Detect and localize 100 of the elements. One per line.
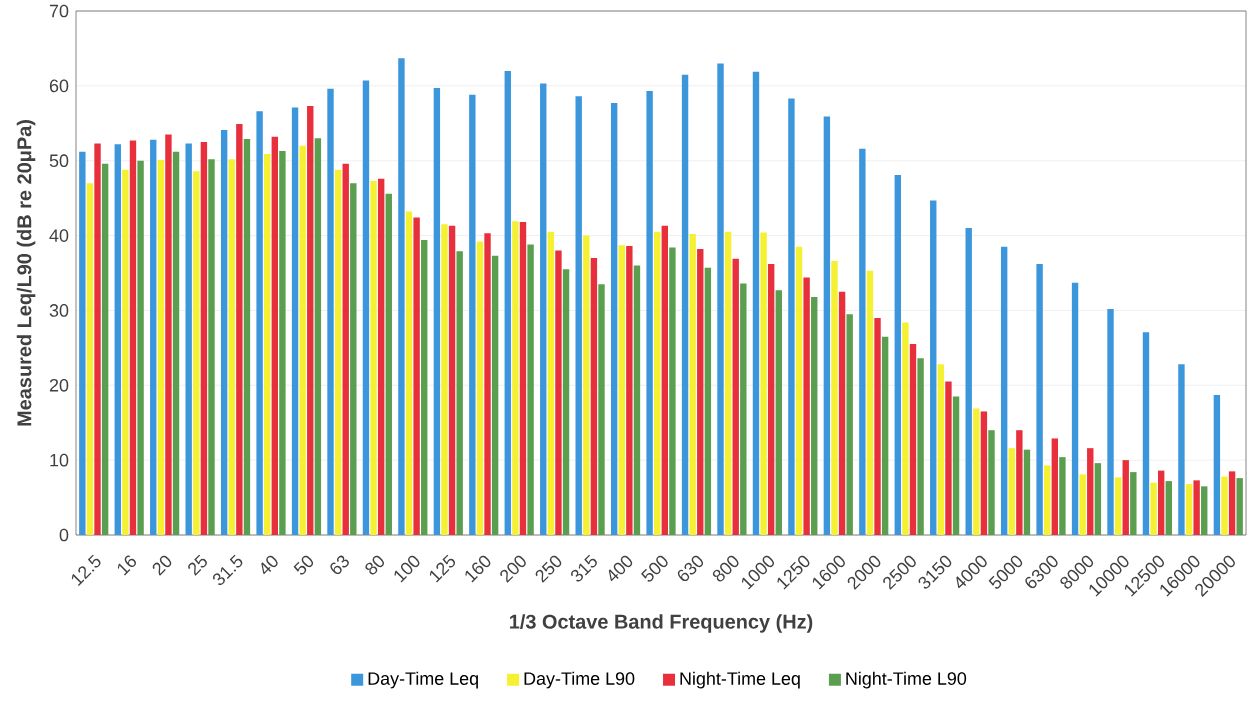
bar xyxy=(1071,282,1079,535)
bar xyxy=(264,153,271,535)
bar xyxy=(165,134,172,535)
bar xyxy=(334,169,342,535)
bar xyxy=(575,96,582,535)
bar xyxy=(256,111,263,535)
bar xyxy=(555,250,562,535)
bar xyxy=(838,291,846,535)
x-tick-label: 80 xyxy=(365,555,384,575)
legend-label: Night-Time Leq xyxy=(680,671,800,689)
bar xyxy=(208,159,215,535)
bar xyxy=(1236,478,1243,535)
bar xyxy=(618,245,625,535)
y-tick-label: 30 xyxy=(49,304,69,317)
bar xyxy=(122,169,129,535)
x-tick-label: 25 xyxy=(188,554,207,576)
legend-label: Night-Time L90 xyxy=(846,671,967,689)
bar xyxy=(377,178,385,535)
bar xyxy=(527,244,534,535)
bar xyxy=(547,231,555,535)
bar xyxy=(1201,486,1208,535)
bar xyxy=(626,246,633,535)
y-tick-label: 40 xyxy=(49,229,69,242)
bar xyxy=(795,246,803,535)
bar xyxy=(441,224,448,535)
y-axis-title: Measured Leq/L90 (dB re 20μPa) xyxy=(16,120,36,426)
bar xyxy=(846,314,853,535)
bar xyxy=(456,251,463,535)
bar xyxy=(1079,474,1086,535)
bar xyxy=(669,247,676,535)
bar xyxy=(917,358,924,535)
bar xyxy=(1008,448,1015,535)
bar xyxy=(681,74,689,535)
x-tick-label: 630 xyxy=(677,555,704,582)
y-tick-label: 20 xyxy=(49,378,69,392)
bar xyxy=(94,143,101,535)
y-tick-label: 70 xyxy=(49,4,69,18)
bar xyxy=(413,217,420,535)
bar xyxy=(1094,463,1102,535)
bar xyxy=(803,277,810,535)
y-tick-label: 60 xyxy=(49,79,69,93)
bar xyxy=(952,396,960,535)
x-axis-title: 1/3 Octave Band Frequency (Hz) xyxy=(510,614,813,633)
legend-label: Day-Time Leq xyxy=(368,671,478,689)
bar xyxy=(866,270,874,535)
bar xyxy=(811,296,818,535)
x-tick-label: 500 xyxy=(641,555,668,582)
x-tick-label: 16 xyxy=(117,555,137,576)
x-tick-label: 100 xyxy=(394,555,420,583)
bar xyxy=(1087,448,1094,535)
bar xyxy=(1130,472,1137,535)
x-tick-label: 40 xyxy=(261,555,278,575)
x-tick-label: 400 xyxy=(608,555,633,582)
x-tick-label: 800 xyxy=(712,555,739,582)
bar xyxy=(881,336,889,535)
bar xyxy=(421,240,428,535)
bar xyxy=(1178,364,1185,535)
y-tick-label: 0 xyxy=(59,528,69,542)
x-tick-label: 200 xyxy=(500,555,526,583)
bar xyxy=(874,317,881,535)
y-tick-label: 10 xyxy=(50,453,69,467)
x-tick-label: 125 xyxy=(429,554,456,583)
bar xyxy=(350,183,357,535)
bar xyxy=(484,233,491,535)
bar xyxy=(1213,395,1221,535)
bar xyxy=(598,284,605,535)
bar xyxy=(243,139,251,535)
bar xyxy=(590,258,598,535)
bar xyxy=(385,193,392,535)
bar xyxy=(271,136,278,535)
bar xyxy=(902,322,909,535)
bar xyxy=(930,200,937,535)
bar xyxy=(1016,430,1023,535)
bar xyxy=(980,411,988,535)
bar xyxy=(661,225,669,535)
bar xyxy=(1193,480,1200,535)
bar xyxy=(370,180,377,535)
bar xyxy=(1107,308,1114,535)
x-tick-label: 315 xyxy=(571,554,597,582)
bar xyxy=(704,267,712,535)
x-tick-label: 250 xyxy=(535,555,562,583)
bar xyxy=(752,71,760,535)
bar xyxy=(342,163,349,535)
bar xyxy=(823,116,831,535)
bar xyxy=(279,150,286,535)
bar xyxy=(1036,264,1043,535)
bar xyxy=(697,249,704,535)
bar xyxy=(220,130,228,535)
bar xyxy=(157,159,165,535)
bar xyxy=(760,232,767,535)
bar xyxy=(988,430,995,535)
bar xyxy=(654,231,661,535)
bar xyxy=(732,258,739,535)
bar xyxy=(291,107,299,535)
bar xyxy=(1185,484,1193,535)
bar xyxy=(689,234,696,535)
bar xyxy=(894,174,901,535)
bar xyxy=(1114,477,1122,535)
bar xyxy=(1221,476,1228,535)
bar xyxy=(476,241,484,535)
